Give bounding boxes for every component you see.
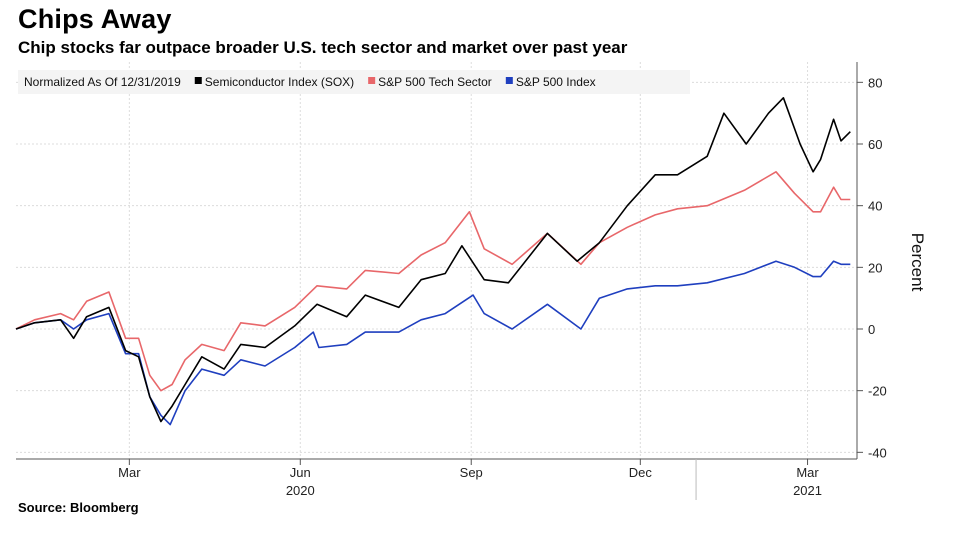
y-tick-label: 20: [868, 260, 882, 275]
x-axis-ticks: Mar Jun Sep Dec Mar 2020 2021: [118, 459, 822, 500]
legend-box: [18, 70, 690, 94]
x-tick-label: Jun: [290, 465, 311, 480]
y-tick-label: 0: [868, 322, 875, 337]
x-tick-label: Mar: [118, 465, 141, 480]
y-tick-label: -20: [868, 384, 887, 399]
legend-swatch: [368, 77, 376, 84]
y-axis-ticks: 80 60 40 20 0 -20 -40: [857, 75, 887, 460]
legend-swatch: [505, 77, 513, 84]
x-year-label: 2021: [793, 483, 822, 498]
y-tick-label: 40: [868, 199, 882, 214]
chart-subtitle: Chip stocks far outpace broader U.S. tec…: [18, 38, 628, 57]
legend-label: Semiconductor Index (SOX): [205, 75, 354, 89]
source-note: Source: Bloomberg: [18, 500, 139, 515]
legend-label: S&P 500 Index: [516, 75, 596, 89]
legend-swatch: [194, 77, 202, 84]
legend: Normalized As Of 12/31/2019 Semiconducto…: [24, 75, 596, 89]
legend-note: Normalized As Of 12/31/2019: [24, 75, 181, 89]
x-tick-label: Dec: [629, 465, 653, 480]
series-line: [15, 260, 851, 426]
x-tick-label: Mar: [796, 465, 819, 480]
series-line: [15, 171, 851, 392]
x-year-label: 2020: [286, 483, 315, 498]
y-tick-label: -40: [868, 445, 887, 460]
series-lines: [15, 97, 851, 426]
y-tick-label: 80: [868, 75, 882, 90]
y-axis-label: Percent: [908, 233, 927, 292]
y-tick-label: 60: [868, 137, 882, 152]
series-line: [15, 97, 851, 423]
chart-title: Chips Away: [18, 4, 172, 34]
plot-area: [16, 62, 854, 459]
legend-label: S&P 500 Tech Sector: [378, 75, 492, 89]
x-tick-label: Sep: [460, 465, 483, 480]
